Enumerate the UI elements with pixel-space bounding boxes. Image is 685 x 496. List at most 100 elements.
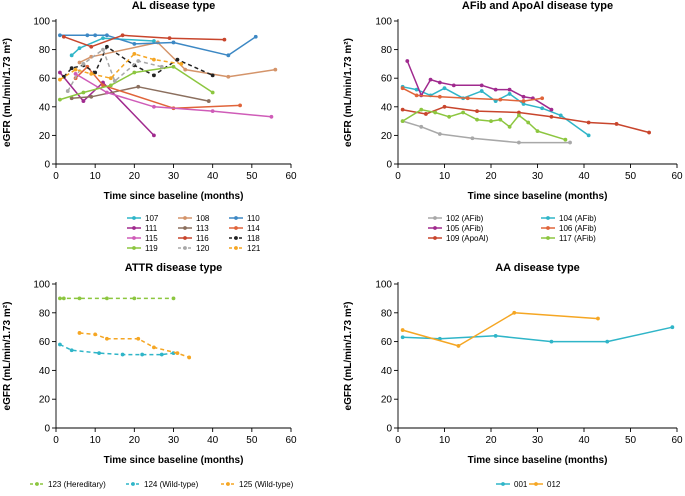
legend-label: 117 (AFib) <box>559 234 596 243</box>
x-tick-label: 20 <box>485 435 497 446</box>
legend-entry: 108 <box>178 214 210 223</box>
legend-swatch-marker <box>433 236 437 240</box>
chart-title: AL disease type <box>132 0 216 12</box>
series-line <box>75 73 272 118</box>
data-point <box>132 41 137 46</box>
data-point <box>65 89 70 93</box>
y-tick-label: 100 <box>375 280 392 291</box>
y-tick-label: 0 <box>386 160 392 171</box>
y-tick-label: 60 <box>39 337 51 348</box>
y-tick-label: 100 <box>33 280 50 291</box>
data-point <box>93 70 98 75</box>
x-tick-label: 30 <box>168 435 180 446</box>
series-line <box>402 106 650 134</box>
data-point <box>69 348 74 353</box>
data-point <box>596 316 600 321</box>
data-point <box>405 59 410 63</box>
data-point <box>437 80 442 85</box>
x-tick-label: 10 <box>90 171 102 182</box>
legend-swatch-marker <box>234 236 238 240</box>
data-point <box>89 44 94 49</box>
data-point <box>563 137 568 142</box>
x-tick-label: 0 <box>53 171 59 182</box>
y-tick-label: 40 <box>381 366 393 377</box>
legend-entry: 116 <box>178 234 209 243</box>
series-line <box>59 343 174 356</box>
legend-swatch-marker <box>132 246 136 250</box>
legend-label: 125 (Wild-type) <box>239 480 294 489</box>
data-point <box>77 296 82 301</box>
data-point <box>461 110 465 115</box>
data-point <box>105 90 109 95</box>
data-point <box>400 86 405 91</box>
y-tick-label: 80 <box>39 45 51 56</box>
data-point <box>475 109 479 113</box>
y-tick-label: 20 <box>381 131 393 142</box>
y-tick-label: 100 <box>375 17 392 28</box>
legend-entry: 012 <box>529 480 561 489</box>
legend-label: 118 <box>247 234 260 243</box>
legend-entry: 107 <box>127 214 159 223</box>
data-point <box>549 107 554 112</box>
legend-label: 102 (AFib) <box>446 214 484 223</box>
x-axis-label: Time since baseline (months) <box>104 191 244 202</box>
data-point <box>187 355 192 360</box>
x-tick-label: 40 <box>578 171 590 182</box>
y-tick-label: 40 <box>39 366 51 377</box>
series-line <box>406 60 552 111</box>
legend-swatch-marker <box>433 226 437 230</box>
y-tick-label: 20 <box>39 131 51 142</box>
data-point <box>58 33 62 38</box>
data-point <box>400 335 405 340</box>
legend-label: 001 <box>514 480 528 489</box>
data-point <box>507 87 512 92</box>
y-tick-label: 60 <box>381 337 393 348</box>
legend-label: 108 <box>196 214 210 223</box>
data-point <box>77 46 82 51</box>
data-point <box>132 296 137 301</box>
y-tick-label: 80 <box>39 308 51 319</box>
x-axis-label: Time since baseline (months) <box>104 455 244 466</box>
legend-entry: 110 <box>229 214 260 223</box>
legend-entry: 105 (AFib) <box>428 224 484 233</box>
x-tick-label: 30 <box>168 171 180 182</box>
legend-swatch-marker <box>132 236 136 240</box>
data-point <box>136 84 141 89</box>
series-115 <box>73 72 274 119</box>
x-tick-label: 10 <box>439 435 451 446</box>
data-point <box>175 351 180 356</box>
data-point <box>670 325 675 330</box>
series-109-apoal- <box>400 104 651 135</box>
data-point <box>465 96 470 101</box>
series-111 <box>58 70 156 138</box>
data-point <box>58 77 62 82</box>
data-point <box>73 72 78 76</box>
series-120 <box>65 47 164 93</box>
data-point <box>428 77 433 82</box>
data-point <box>540 106 545 111</box>
x-tick-label: 20 <box>485 171 497 182</box>
data-point <box>470 136 475 141</box>
x-tick-label: 60 <box>671 435 683 446</box>
x-axis-label: Time since baseline (months) <box>468 455 608 466</box>
data-point <box>58 97 62 102</box>
data-point <box>479 89 484 93</box>
data-point <box>400 328 405 332</box>
y-axis-label: eGFR (mL/min/1.73 m²) <box>343 38 354 147</box>
legend-label: 116 <box>196 234 209 243</box>
legend-label: 106 (AFib) <box>559 224 597 233</box>
x-tick-label: 40 <box>578 435 590 446</box>
y-tick-label: 0 <box>44 160 50 171</box>
legend-swatch-marker <box>132 226 136 230</box>
y-tick-label: 80 <box>381 308 393 319</box>
data-point <box>171 296 176 301</box>
y-axis-label: eGFR (mL/min/1.73 m²) <box>343 302 354 411</box>
data-point <box>437 94 442 99</box>
legend-label: 113 <box>196 224 209 233</box>
legend-swatch-marker <box>433 216 437 220</box>
legend-entry: 001 <box>496 480 528 489</box>
data-point <box>568 140 572 145</box>
legend-swatch-marker <box>226 482 230 486</box>
